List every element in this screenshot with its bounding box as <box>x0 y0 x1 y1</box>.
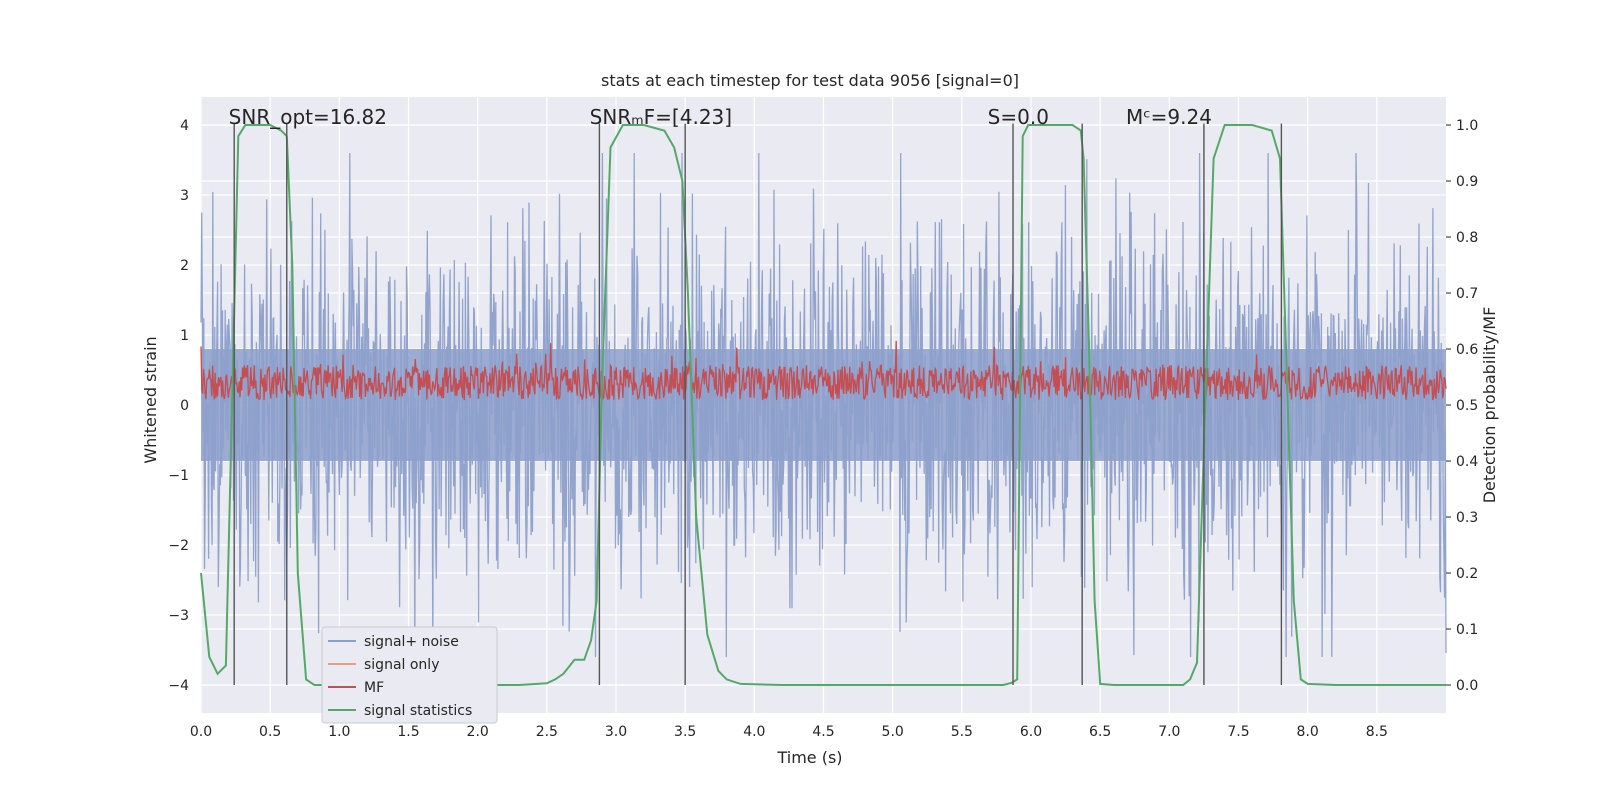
y2-tick-label-2: 0.2 <box>1456 566 1478 582</box>
legend-label-mf: MF <box>364 680 384 696</box>
series-mf <box>200 340 1447 401</box>
legend-box <box>321 626 498 724</box>
x-tick-label-17: 8.5 <box>1366 724 1388 740</box>
y-tick-label-4: 0 <box>180 398 189 414</box>
y2-tick-label-0: 0.0 <box>1456 678 1478 694</box>
x-tick-label-16: 8.0 <box>1297 724 1319 740</box>
x-tick-label-2: 1.0 <box>328 724 350 740</box>
x-tick-label-7: 3.5 <box>674 724 696 740</box>
x-tick-label-4: 2.0 <box>467 724 489 740</box>
y2-tick-label-8: 0.8 <box>1456 230 1478 246</box>
series-signal-noise <box>200 152 1447 658</box>
annotation-snr-opt: SNR_opt=16.82 <box>229 105 387 129</box>
x-tick-label-6: 3.0 <box>605 724 627 740</box>
vline-layer <box>233 123 1283 685</box>
x-tick-label-8: 4.0 <box>743 724 765 740</box>
x-tick-label-14: 7.0 <box>1158 724 1180 740</box>
annotation-mc: Mᶜ=9.24 <box>1126 105 1212 129</box>
x-tick-label-3: 1.5 <box>397 724 419 740</box>
y2-tick-label-1: 0.1 <box>1456 622 1478 638</box>
y-tick-label-6: 2 <box>180 258 189 274</box>
x-tick-label-12: 6.0 <box>1020 724 1042 740</box>
y-tick-label-5: 1 <box>180 328 189 344</box>
chart-title: stats at each timestep for test data 905… <box>601 71 1019 90</box>
y2-tick-label-4: 0.4 <box>1456 454 1478 470</box>
y2-tick-label-3: 0.3 <box>1456 510 1478 526</box>
x-tick-label-1: 0.5 <box>259 724 281 740</box>
y2-tick-label-7: 0.7 <box>1456 286 1478 302</box>
y-tick-label-8: 4 <box>180 118 189 134</box>
y2-tick-label-9: 0.9 <box>1456 174 1478 190</box>
tick-layer: 0.0 0.5 1.0 1.5 2.0 2.5 3.0 3.5 4.0 4.5 5.0 5.5 6.0 6… <box>168 118 1478 740</box>
series-layer <box>200 124 1447 686</box>
x-axis-label: Time (s) <box>776 748 842 767</box>
y2-tick-label-6: 0.6 <box>1456 342 1478 358</box>
annotation-snr-mf: SNRₘF=[4.23] <box>590 105 732 129</box>
x-tick-label-9: 4.5 <box>812 724 834 740</box>
x-tick-label-15: 7.5 <box>1227 724 1249 740</box>
legend: signal+ noise signal only MF signal stat… <box>321 626 498 724</box>
x-tick-label-13: 6.5 <box>1089 724 1111 740</box>
x-tick-label-5: 2.5 <box>536 724 558 740</box>
y2-tick-label-5: 0.5 <box>1456 398 1478 414</box>
y-tick-label-0: −4 <box>168 678 189 694</box>
y2-axis-label: Detection probability/MF <box>1480 307 1499 504</box>
y2-tick-label-10: 1.0 <box>1456 118 1478 134</box>
y-tick-label-2: −2 <box>168 538 189 554</box>
x-tick-label-11: 5.5 <box>951 724 973 740</box>
x-tick-label-0: 0.0 <box>190 724 212 740</box>
legend-label-signal-statistics: signal statistics <box>364 703 472 719</box>
y-axis-label: Whitened strain <box>141 336 160 463</box>
annotation-layer: SNR_opt=16.82 SNRₘF=[4.23] S=0.0 Mᶜ=9.24 <box>229 105 1212 129</box>
legend-label-signal-noise: signal+ noise <box>364 634 459 650</box>
y-tick-label-1: −3 <box>168 608 189 624</box>
y-tick-label-7: 3 <box>180 188 189 204</box>
legend-label-signal-only: signal only <box>364 657 439 673</box>
x-tick-label-10: 5.0 <box>882 724 904 740</box>
y-tick-label-3: −1 <box>168 468 189 484</box>
annotation-s: S=0.0 <box>988 105 1049 129</box>
